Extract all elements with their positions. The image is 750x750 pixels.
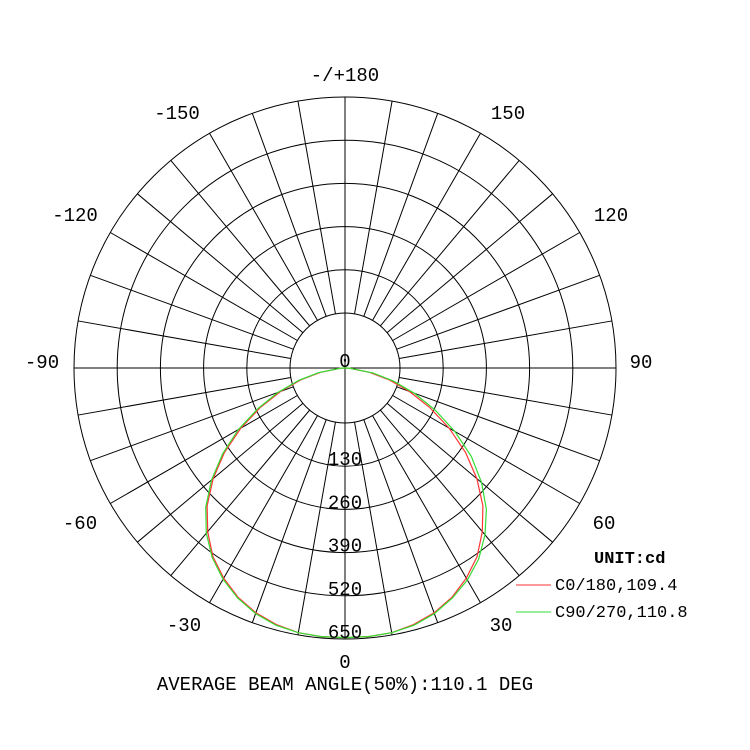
angle-label-upper-right: 150	[491, 103, 525, 125]
grid-spoke	[209, 133, 318, 321]
angle-label-right: 90	[630, 352, 653, 374]
grid-spoke	[399, 320, 612, 359]
angle-label-top: -/+180	[311, 65, 379, 87]
grid-spoke	[386, 402, 553, 543]
angle-labels: -/+180 -150 150 -120 120 -90 90 -60 60 -…	[25, 65, 653, 674]
grid-spoke	[251, 419, 327, 623]
radial-tick-label: 520	[328, 579, 362, 601]
grid-spoke	[379, 160, 520, 327]
angle-label-bottom-left: -30	[167, 615, 201, 637]
radial-tick-label: 260	[328, 492, 362, 514]
angle-label-right-upper: 120	[594, 205, 628, 227]
grid-spoke	[386, 193, 553, 334]
grid-spoke	[396, 386, 600, 462]
grid-spoke	[354, 101, 393, 314]
grid-spoke	[251, 113, 327, 317]
radial-tick-label: 0	[339, 351, 350, 373]
angle-label-left-upper: -120	[52, 205, 98, 227]
grid-spoke	[170, 409, 311, 576]
grid-spoke	[90, 274, 294, 350]
grid-spoke	[396, 274, 600, 350]
angle-label-right-lower: 60	[593, 513, 616, 535]
angle-label-bottom-right: 30	[490, 615, 513, 637]
radial-tick-label: 650	[328, 622, 362, 644]
grid-spoke	[363, 113, 439, 317]
grid-spoke	[372, 415, 481, 603]
legend-label-c0-180: C0/180,109.4	[555, 577, 677, 596]
grid-spoke	[372, 133, 481, 321]
legend: UNIT:cd C0/180,109.4 C90/270,110.8	[516, 550, 688, 623]
grid-spoke	[392, 395, 580, 504]
grid-spoke	[297, 422, 336, 635]
beam-angle-footer: AVERAGE BEAM ANGLE(50%):110.1 DEG	[157, 674, 533, 696]
grid-spoke	[78, 377, 291, 416]
legend-label-c90-270: C90/270,110.8	[555, 604, 688, 623]
angle-label-bottom: 0	[339, 652, 350, 674]
grid-spoke	[90, 386, 294, 462]
grid-spoke	[297, 101, 336, 314]
polar-grid	[73, 96, 617, 640]
grid-spoke	[399, 377, 612, 416]
angle-label-left-lower: -60	[63, 513, 97, 535]
grid-spoke	[110, 395, 298, 504]
unit-label: UNIT:cd	[594, 550, 665, 569]
grid-spoke	[354, 422, 393, 635]
radial-tick-labels: 0 130 260 390 520 650	[328, 351, 362, 644]
grid-spoke	[363, 419, 439, 623]
angle-label-left: -90	[25, 352, 59, 374]
radial-tick-label: 130	[328, 449, 362, 471]
grid-spoke	[137, 193, 304, 334]
grid-spoke	[78, 320, 291, 359]
grid-spoke	[110, 232, 298, 341]
grid-spoke	[392, 232, 580, 341]
grid-spoke	[209, 415, 318, 603]
intensity-curves	[205, 367, 488, 639]
grid-spoke	[379, 409, 520, 576]
angle-label-upper-left: -150	[154, 103, 200, 125]
grid-spoke	[170, 160, 311, 327]
series-curve-c90-270	[205, 367, 488, 639]
grid-spoke	[137, 402, 304, 543]
radial-tick-label: 390	[328, 536, 362, 558]
